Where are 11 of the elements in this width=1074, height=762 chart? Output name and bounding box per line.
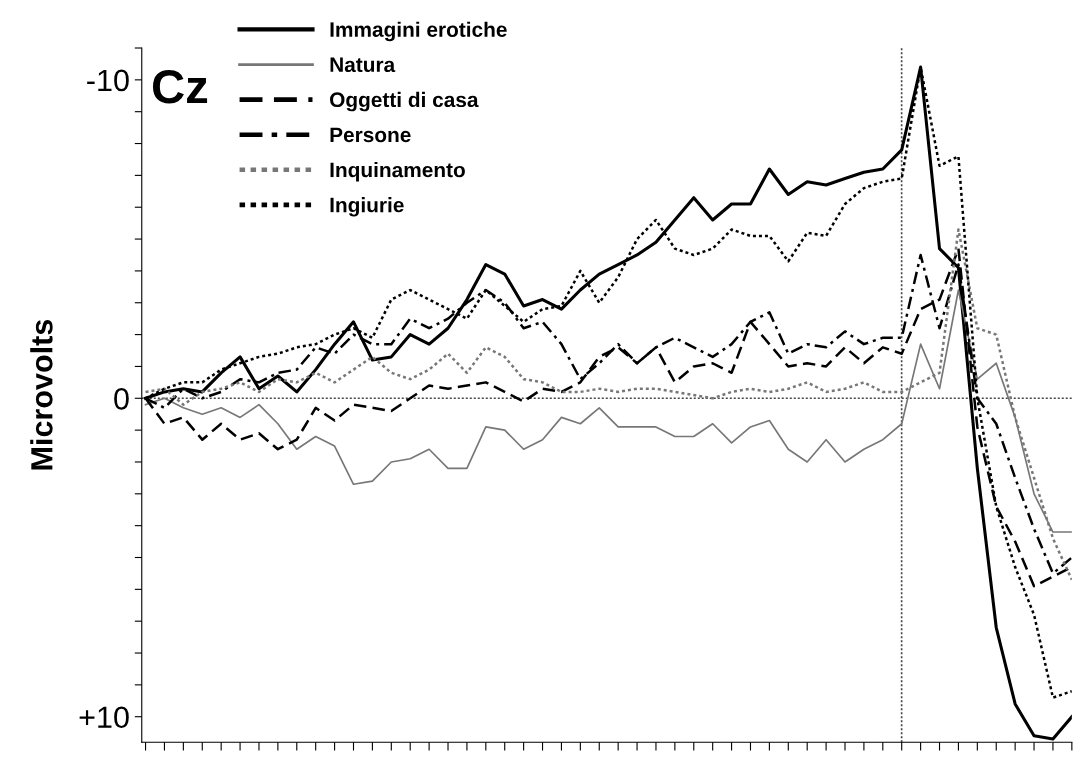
y-tick-label: +10 — [79, 706, 129, 729]
y-axis-title: Microvolts — [30, 319, 53, 470]
legend-label: Persone — [330, 127, 411, 143]
annotation: Cz — [153, 70, 208, 104]
y-tick-label: -10 — [87, 69, 129, 92]
legend-label: Oggetti di casa — [330, 91, 479, 112]
y-tick-label: 0 — [114, 388, 129, 410]
legend-label: Immagini erotiche — [330, 21, 507, 42]
legend-label: Ingiurie — [330, 197, 404, 217]
legend-label: Natura — [330, 57, 396, 73]
legend-label: Inquinamento — [330, 162, 465, 182]
